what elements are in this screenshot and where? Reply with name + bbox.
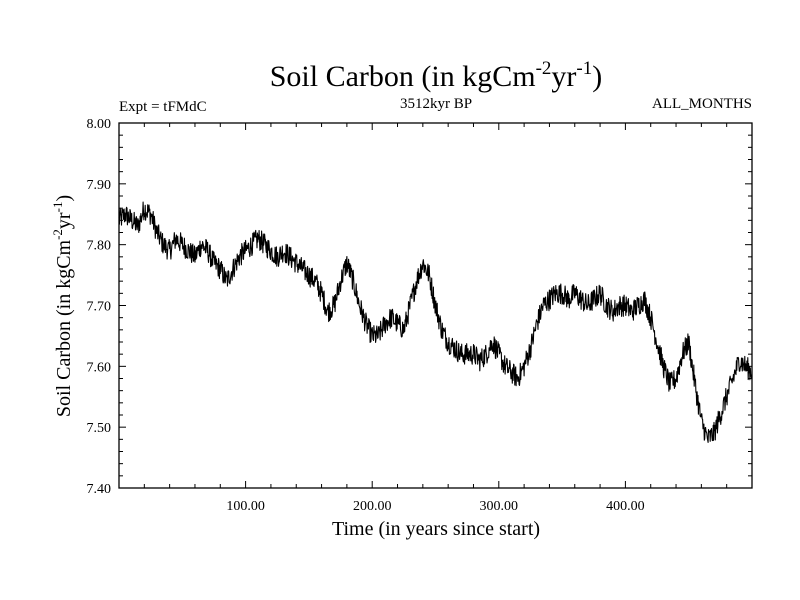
y-tick-label: 7.80 xyxy=(87,239,112,254)
experiment-label: Expt = tFMdC xyxy=(119,99,207,115)
period-label: 3512kyr BP xyxy=(400,96,472,112)
y-tick-label: 7.70 xyxy=(87,300,112,315)
x-tick-label: 200.00 xyxy=(353,499,392,514)
x-tick-label: 300.00 xyxy=(480,499,519,514)
y-tick-label: 7.60 xyxy=(87,360,112,375)
x-tick-label: 100.00 xyxy=(226,499,265,514)
y-tick-label: 7.50 xyxy=(87,421,112,436)
chart-title: Soil Carbon (in kgCm-2yr-1) xyxy=(270,58,603,93)
y-axis: 7.40 7.50 7.60 7.70 7.80 7.90 8.00 xyxy=(87,117,752,497)
x-axis-label: Time (in years since start) xyxy=(332,518,540,540)
y-tick-label: 8.00 xyxy=(87,117,112,132)
y-axis-label: Soil Carbon (in kgCm-2yr-1) xyxy=(50,195,75,417)
y-tick-label: 7.90 xyxy=(87,178,112,193)
months-label: ALL_MONTHS xyxy=(652,96,752,112)
y-tick-label: 7.40 xyxy=(87,482,112,497)
x-tick-label: 400.00 xyxy=(606,499,645,514)
x-axis: 100.00 200.00 300.00 400.00 xyxy=(143,123,728,514)
series-line-soil-carbon xyxy=(118,201,753,443)
